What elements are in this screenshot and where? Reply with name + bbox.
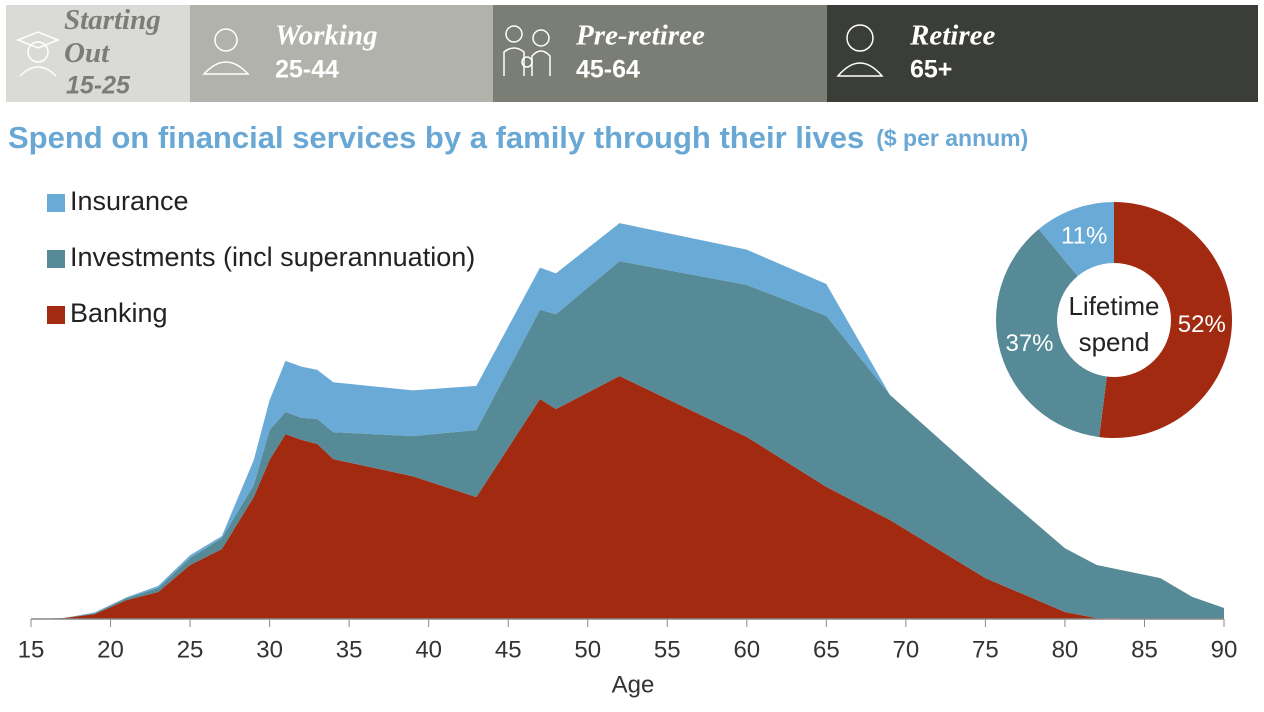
stage-name: Pre-retiree — [575, 20, 705, 52]
x-tick-label: 85 — [1131, 636, 1158, 663]
stage-name-box: Starting Out — [64, 4, 161, 69]
worker-icon — [202, 28, 250, 75]
x-tick-label: 80 — [1052, 636, 1079, 663]
x-tick-label: 90 — [1211, 636, 1238, 663]
x-tick-label: 70 — [893, 636, 920, 663]
area — [31, 376, 1224, 619]
area — [31, 223, 1224, 619]
stage-ages: 15-25 — [66, 72, 131, 100]
stage-name: Retiree — [909, 20, 995, 52]
stage-box — [827, 5, 1258, 102]
x-tick-label: 75 — [972, 636, 999, 663]
x-tick-label: 65 — [813, 636, 840, 663]
x-tick-label: 25 — [177, 636, 204, 663]
legend-label: Investments (incl superannuation) — [70, 242, 475, 272]
stage-name: Starting Out — [64, 4, 161, 69]
legend-swatch — [47, 250, 65, 268]
center-label: Lifetime — [1068, 291, 1159, 321]
family-icon — [503, 25, 551, 76]
x-tick-label: 50 — [574, 636, 601, 663]
stage-ages: 45-64 — [576, 56, 640, 84]
stage-box — [493, 5, 827, 102]
stage-box — [190, 5, 493, 102]
stage-icons — [15, 24, 884, 77]
donut-hole — [1057, 263, 1171, 377]
area — [31, 261, 1224, 619]
stage-box — [6, 5, 190, 102]
x-axis-label: Age — [612, 671, 655, 698]
x-tick-label: 35 — [336, 636, 363, 663]
center-label: spend — [1079, 327, 1150, 357]
chart-subtitle: ($ per annum) — [876, 125, 1028, 151]
slice-label: 52% — [1178, 311, 1226, 338]
slice-label: 37% — [1005, 330, 1053, 357]
stage-name: Working — [275, 20, 378, 52]
x-tick-label: 55 — [654, 636, 681, 663]
legend-label: Banking — [70, 298, 168, 328]
chart-title: Spend on financial services by a family … — [8, 120, 1028, 155]
slice-label: 11% — [1061, 223, 1107, 250]
graduate-icon — [15, 31, 61, 77]
legend-label: Insurance — [70, 186, 189, 216]
legend-swatch — [47, 306, 65, 324]
pie-slice — [995, 229, 1114, 438]
x-tick-label: 40 — [415, 636, 442, 663]
x-tick-label: 15 — [18, 636, 45, 663]
title-main: Spend on financial services by a family … — [8, 120, 864, 155]
retiree-icon — [836, 24, 884, 77]
stage-ages: 25-44 — [275, 56, 339, 84]
x-tick-label: 30 — [256, 636, 283, 663]
x-tick-label: 45 — [495, 636, 522, 663]
x-tick-label: 20 — [97, 636, 124, 663]
x-tick-label: 60 — [733, 636, 760, 663]
legend-swatch — [47, 194, 65, 212]
stage-ages: 65+ — [910, 56, 952, 84]
